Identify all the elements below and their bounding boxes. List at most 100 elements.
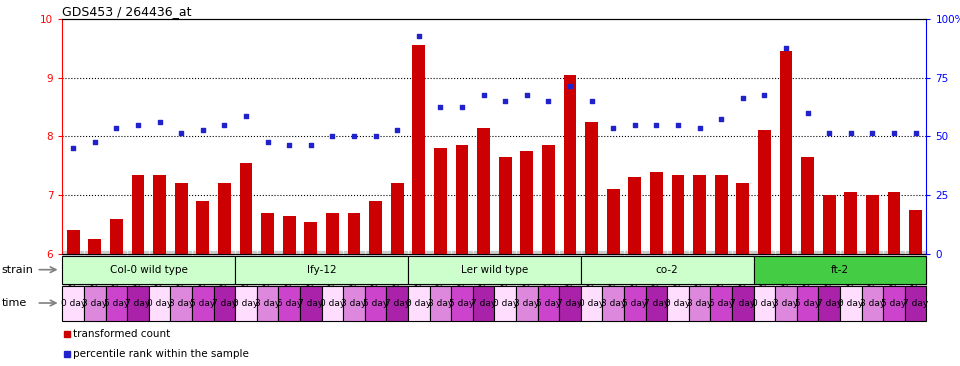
Bar <box>672 175 684 254</box>
Text: 3 day: 3 day <box>774 299 799 307</box>
Point <box>822 131 837 137</box>
Point <box>908 131 924 137</box>
Text: 7 day: 7 day <box>817 299 842 307</box>
Bar <box>343 285 365 321</box>
Point <box>476 92 492 98</box>
Text: 0 day: 0 day <box>492 299 517 307</box>
Bar <box>650 172 662 254</box>
Bar <box>861 285 883 321</box>
Point <box>174 131 189 137</box>
Text: 7 day: 7 day <box>558 299 583 307</box>
Text: transformed count: transformed count <box>73 329 171 339</box>
Bar <box>736 183 749 254</box>
Bar <box>603 285 624 321</box>
Point <box>584 98 599 104</box>
Bar <box>300 285 322 321</box>
Bar <box>325 213 339 254</box>
Text: 7 day: 7 day <box>212 299 237 307</box>
Bar <box>218 183 230 254</box>
Text: 5 day: 5 day <box>708 299 733 307</box>
Bar <box>845 192 857 254</box>
Text: 3 day: 3 day <box>83 299 108 307</box>
Text: 7 day: 7 day <box>299 299 324 307</box>
Bar <box>88 239 101 254</box>
Text: 5 day: 5 day <box>190 299 215 307</box>
Point <box>886 131 901 137</box>
Text: 3 day: 3 day <box>342 299 367 307</box>
Bar <box>586 122 598 254</box>
Text: ft-2: ft-2 <box>831 265 849 274</box>
Point <box>195 127 210 133</box>
Bar <box>732 285 754 321</box>
Text: 5 day: 5 day <box>536 299 561 307</box>
Bar <box>581 256 754 284</box>
Bar <box>412 45 425 254</box>
Bar <box>455 145 468 254</box>
Bar <box>823 195 835 254</box>
Point <box>281 142 297 148</box>
Point <box>411 34 426 40</box>
Text: 5 day: 5 day <box>795 299 820 307</box>
Bar <box>62 256 235 284</box>
Text: 3 day: 3 day <box>515 299 540 307</box>
Text: time: time <box>2 298 27 308</box>
Point <box>347 134 362 139</box>
Text: percentile rank within the sample: percentile rank within the sample <box>73 349 249 359</box>
Text: 0 day: 0 day <box>60 299 85 307</box>
Text: 7 day: 7 day <box>126 299 151 307</box>
Point <box>303 142 319 148</box>
Point <box>65 145 81 151</box>
Bar <box>714 175 728 254</box>
Bar <box>109 219 123 254</box>
Point <box>670 122 685 127</box>
Point <box>454 104 469 110</box>
Point <box>108 124 124 130</box>
Bar <box>62 285 84 321</box>
Bar <box>386 285 408 321</box>
Text: 7 day: 7 day <box>903 299 928 307</box>
Bar <box>607 189 620 254</box>
Bar <box>261 213 274 254</box>
Bar <box>667 285 688 321</box>
Point <box>756 92 772 98</box>
Bar <box>66 230 80 254</box>
Text: GDS453 / 264436_at: GDS453 / 264436_at <box>62 5 192 18</box>
Point <box>843 131 858 137</box>
Text: 5 day: 5 day <box>276 299 301 307</box>
Text: 7 day: 7 day <box>471 299 496 307</box>
Bar <box>175 183 187 254</box>
Point <box>800 110 815 116</box>
Point <box>238 113 253 119</box>
Bar <box>710 285 732 321</box>
Bar <box>196 201 209 254</box>
Text: 7 day: 7 day <box>731 299 756 307</box>
Bar <box>365 285 386 321</box>
Bar <box>278 285 300 321</box>
Point <box>368 134 383 139</box>
Bar <box>213 285 235 321</box>
Text: 0 day: 0 day <box>838 299 863 307</box>
Bar <box>840 285 861 321</box>
Bar <box>797 285 818 321</box>
Point <box>692 124 708 130</box>
Bar <box>304 221 317 254</box>
Text: 5 day: 5 day <box>881 299 906 307</box>
Bar <box>538 285 559 321</box>
Bar <box>472 285 494 321</box>
Bar <box>154 175 166 254</box>
Text: 0 day: 0 day <box>320 299 345 307</box>
Text: 7 day: 7 day <box>385 299 410 307</box>
Bar <box>192 285 213 321</box>
Text: strain: strain <box>2 265 34 274</box>
Text: 0 day: 0 day <box>752 299 777 307</box>
Bar <box>256 285 278 321</box>
Bar <box>132 175 145 254</box>
Bar <box>904 285 926 321</box>
Bar <box>775 285 797 321</box>
Bar <box>149 285 171 321</box>
Bar <box>559 285 581 321</box>
Bar <box>564 75 576 254</box>
Bar <box>391 183 403 254</box>
Bar <box>348 213 360 254</box>
Text: 0 day: 0 day <box>233 299 258 307</box>
